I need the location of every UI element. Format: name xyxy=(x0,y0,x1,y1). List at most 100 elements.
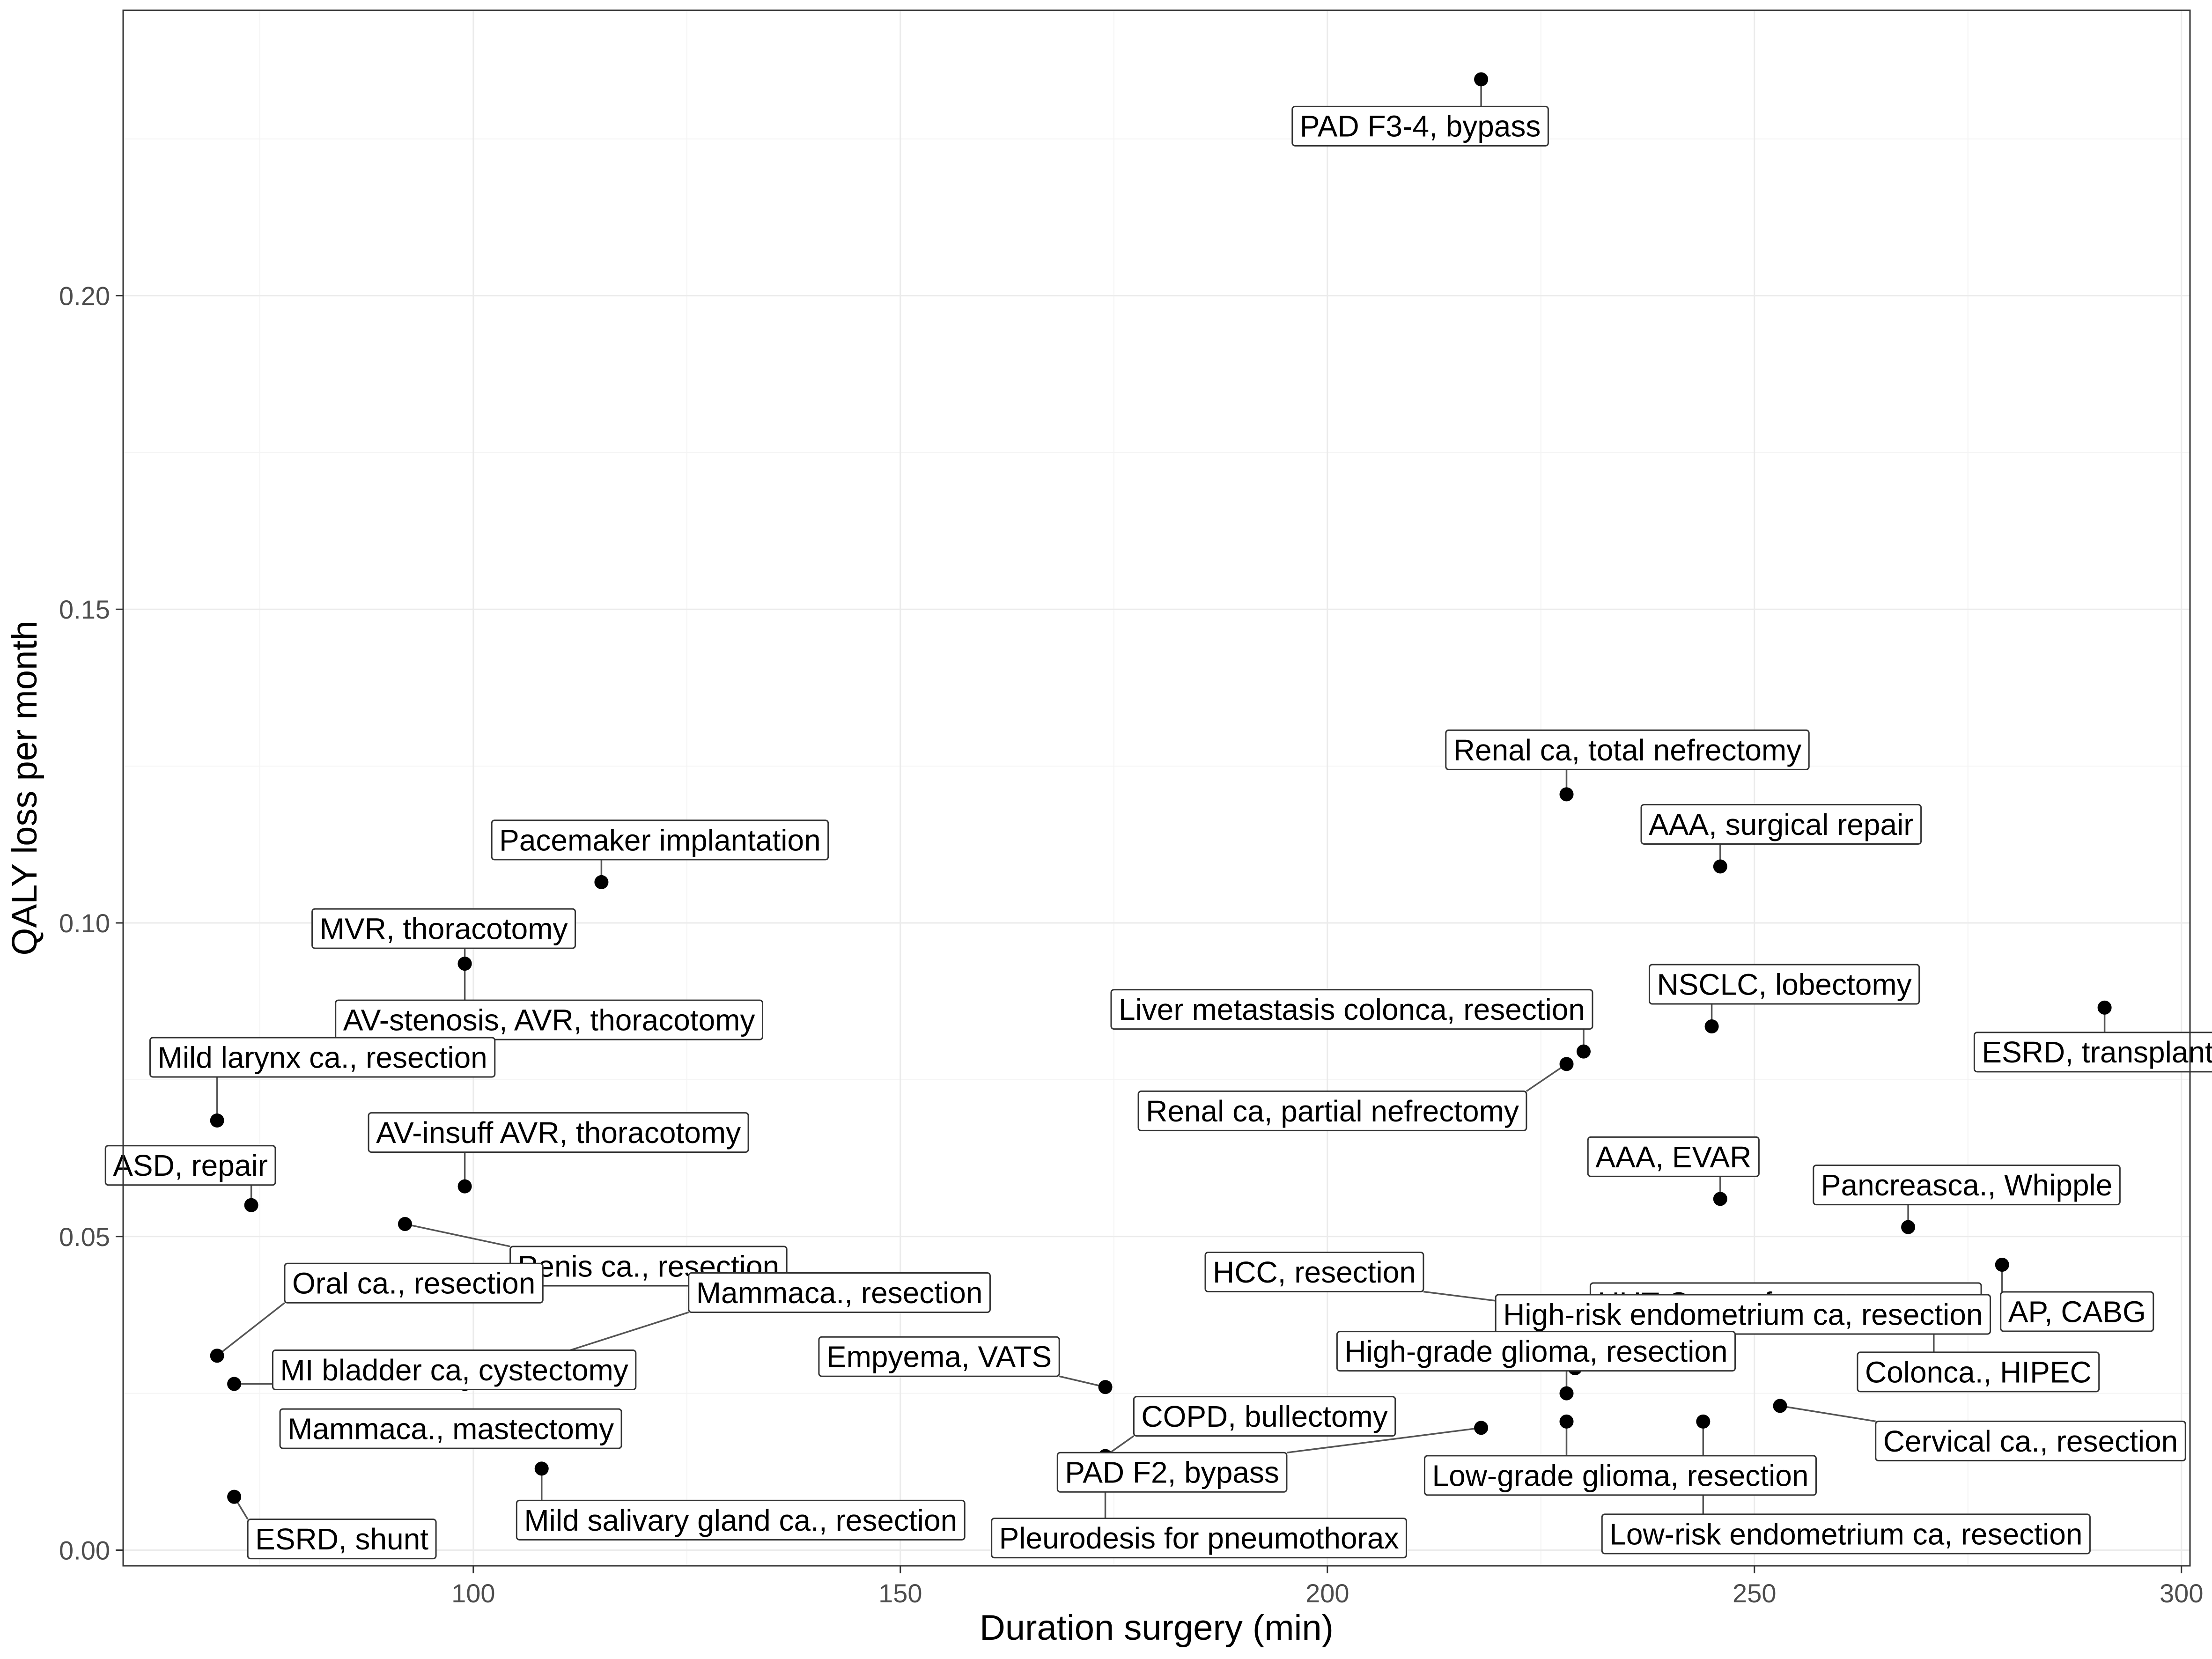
point-label-text: Pleurodesis for pneumothorax xyxy=(999,1521,1399,1555)
data-point xyxy=(2097,1000,2112,1015)
point-label-text: Low-grade glioma, resection xyxy=(1432,1459,1809,1492)
data-point xyxy=(398,1217,412,1231)
point-label: Empyema, VATS xyxy=(818,1336,1060,1377)
point-label: COPD, bullectomy xyxy=(1133,1396,1396,1437)
point-label: High-risk endometrium ca, resection xyxy=(1495,1294,1991,1335)
data-point xyxy=(1901,1220,1916,1234)
point-label-box xyxy=(335,999,763,1040)
point-label-text: PAD F2, bypass xyxy=(1065,1456,1279,1489)
point-label: Oral ca., resection xyxy=(284,1262,544,1304)
point-label: ESRD, shunt xyxy=(247,1519,437,1560)
point-label-text: Renal ca, partial nefrectomy xyxy=(1146,1094,1519,1128)
label-layer: PAD F3-4, bypass Renal ca, total nefrecto… xyxy=(104,105,2212,1560)
data-point xyxy=(1995,1258,2009,1272)
point-label: High-grade glioma, resection xyxy=(1336,1331,1736,1372)
point-label-box xyxy=(1445,729,1810,770)
point-label: MVR, thoracotomy xyxy=(311,908,576,949)
plot-panel-border xyxy=(122,9,2191,1567)
point-label: MI bladder ca, cystectomy xyxy=(272,1349,637,1391)
label-leader-line xyxy=(1780,1405,1876,1423)
point-label: Mild salivary gland ca., resection xyxy=(516,1499,966,1541)
point-label-box xyxy=(491,819,829,861)
point-label-box xyxy=(991,1518,1407,1559)
point-label: NSCLC, lobectomy xyxy=(1648,964,1920,1005)
point-label-box xyxy=(1601,1513,2091,1555)
data-point xyxy=(227,1377,242,1391)
point-label-box xyxy=(2000,1291,2154,1332)
point-label-box xyxy=(1875,1420,2186,1461)
data-point xyxy=(1559,1057,1574,1071)
point-label-text: Pancreasca., Whipple xyxy=(1821,1168,2113,1202)
point-label: PAD F3-4, bypass xyxy=(1291,105,1549,147)
data-point xyxy=(227,1489,242,1504)
label-leader-line xyxy=(1526,1063,1567,1092)
data-point xyxy=(457,957,472,971)
point-label-box xyxy=(1137,1090,1527,1131)
point-label-text: AP, CABG xyxy=(2008,1295,2146,1328)
point-label-text: Mammaca., resection xyxy=(696,1276,983,1310)
point-label: Mammaca., mastectomy xyxy=(279,1408,622,1449)
point-label-text: Cervical ca., resection xyxy=(1883,1424,2178,1458)
point-label: Mammaca., resection xyxy=(688,1272,991,1313)
data-point xyxy=(1704,1019,1719,1034)
data-point xyxy=(1474,1421,1489,1435)
point-label: AV-insuff AVR, thoracotomy xyxy=(368,1112,749,1153)
point-label-box xyxy=(1973,1032,2212,1073)
data-point xyxy=(1696,1414,1711,1429)
point-label-text: Empyema, VATS xyxy=(826,1340,1052,1374)
point-label-text: Liver metastasis colonca, resection xyxy=(1119,993,1585,1026)
data-point xyxy=(210,1349,224,1363)
label-leader-line xyxy=(1286,1427,1482,1454)
point-label-text: High-risk endometrium ca, resection xyxy=(1503,1298,1983,1331)
point-label-box xyxy=(1813,1165,2121,1206)
point-label-box xyxy=(149,1037,496,1078)
point-label: ESRD, transplant xyxy=(1973,1032,2212,1073)
point-label-box xyxy=(279,1408,622,1449)
point-label-text: Mild salivary gland ca., resection xyxy=(524,1504,957,1537)
point-label-text: Renal ca, total nefrectomy xyxy=(1453,733,1801,767)
data-point xyxy=(457,1179,472,1194)
point-label-box xyxy=(1133,1396,1396,1437)
y-tick-label: 0.05 xyxy=(59,1222,110,1252)
point-label-text: Low-risk endometrium ca, resection xyxy=(1609,1517,2082,1551)
point-label: Pleurodesis for pneumothorax xyxy=(991,1518,1407,1559)
point-label-box xyxy=(818,1336,1060,1377)
point-label-text: ESRD, transplant xyxy=(1982,1035,2212,1069)
point-label: Colonca., HIPEC xyxy=(1857,1351,2100,1393)
data-point xyxy=(1474,72,1489,87)
point-label-text: Mammaca., mastectomy xyxy=(288,1412,614,1445)
point-label: Pancreasca., Whipple xyxy=(1813,1165,2121,1206)
point-label-text: MVR, thoracotomy xyxy=(320,912,568,945)
point-label-text: Colonca., HIPEC xyxy=(1865,1355,2092,1389)
y-tick-label: 0.20 xyxy=(59,281,110,310)
x-tick-label: 250 xyxy=(1733,1578,1776,1608)
point-label-box xyxy=(1587,1136,1760,1177)
point-label-box xyxy=(516,1499,966,1541)
data-point xyxy=(1559,1414,1574,1429)
point-label-text: ESRD, shunt xyxy=(255,1522,428,1556)
point-label: Pacemaker implantation xyxy=(491,819,829,861)
point-label-box xyxy=(1495,1294,1991,1335)
data-point xyxy=(1576,1044,1591,1059)
point-label-text: AAA, EVAR xyxy=(1595,1140,1751,1174)
x-axis-title: Duration surgery (min) xyxy=(980,1608,1334,1648)
point-label-text: HCC, resection xyxy=(1213,1255,1416,1289)
data-point xyxy=(244,1198,258,1212)
point-label: Mild larynx ca., resection xyxy=(149,1037,496,1078)
point-label-text: High-grade glioma, resection xyxy=(1344,1335,1727,1368)
data-point xyxy=(1713,859,1727,874)
point-label: Liver metastasis colonca, resection xyxy=(1110,989,1593,1030)
point-label-box xyxy=(1640,804,1922,845)
label-leader-line xyxy=(216,1302,286,1357)
point-label-box xyxy=(104,1145,276,1186)
data-point xyxy=(1559,1386,1574,1401)
point-label-box xyxy=(1648,964,1920,1005)
data-point xyxy=(1713,1192,1727,1206)
point-label-box xyxy=(1336,1331,1736,1372)
data-point xyxy=(210,1113,224,1128)
point-label-box xyxy=(284,1262,544,1304)
point-label-text: MI bladder ca, cystectomy xyxy=(280,1353,628,1387)
axis-layer: 100 150 200 250 300 0.00 0.05 0.10 0.15 0.20 xyxy=(59,281,2203,1608)
point-label: PAD F2, bypass xyxy=(1056,1452,1288,1493)
